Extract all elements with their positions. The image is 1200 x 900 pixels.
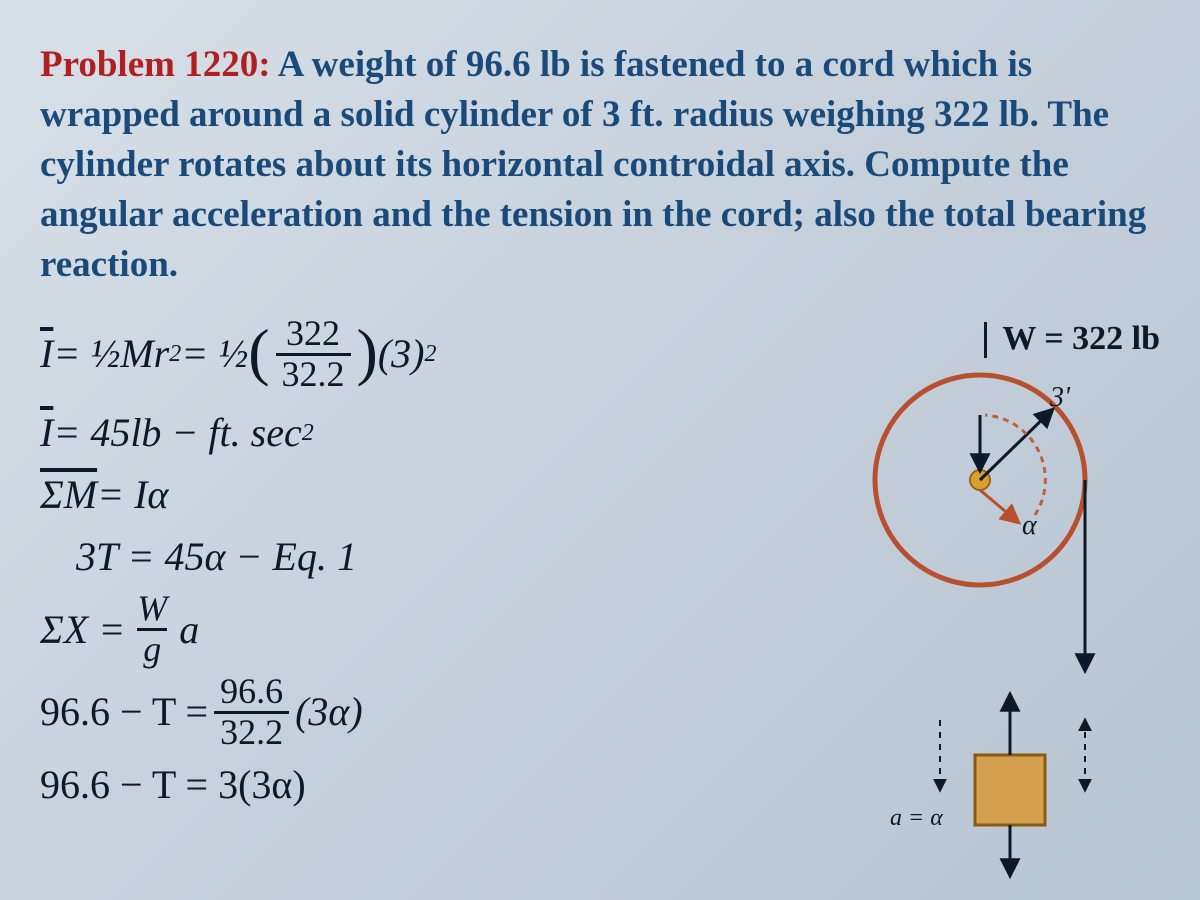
alpha-label: α — [1022, 510, 1037, 542]
block-label: a = α — [890, 805, 943, 832]
problem-label: Problem 1220: — [40, 44, 278, 85]
diagram: 3' α a = α — [850, 360, 1150, 880]
radius-arrow — [980, 410, 1052, 480]
weight-block — [975, 755, 1045, 825]
problem-statement: Problem 1220: A weight of 96.6 lb is fas… — [40, 40, 1170, 290]
w-label: W = 322 lb — [1002, 320, 1160, 358]
alpha-pointer — [980, 490, 1018, 522]
radius-label: 3' — [1050, 382, 1070, 414]
